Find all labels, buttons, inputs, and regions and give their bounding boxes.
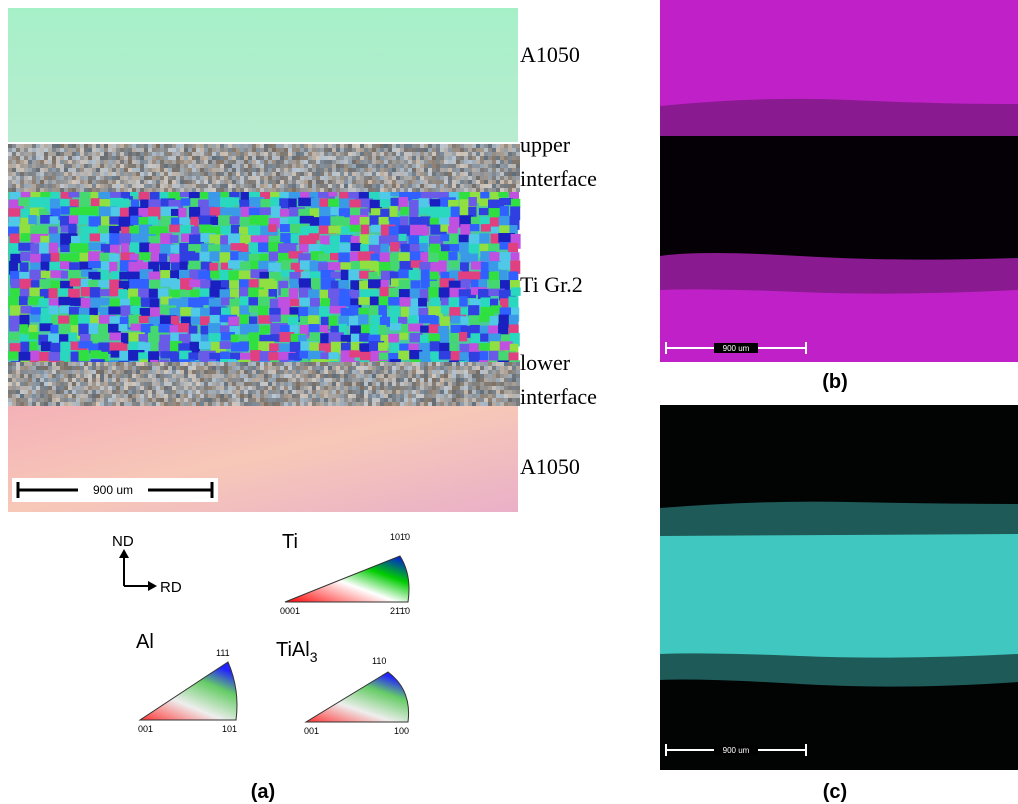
- layer-label: interface: [520, 166, 597, 191]
- scale-label: 900 um: [723, 344, 750, 353]
- phase-name: Ti: [282, 531, 298, 553]
- pole-label: 100: [394, 726, 409, 736]
- caption: (c): [823, 781, 847, 803]
- page: 900 um A1050 upper interface Ti Gr.2 low…: [0, 0, 1018, 804]
- ipf-triangle: [306, 672, 409, 722]
- pole-label: 101̄0: [390, 532, 410, 542]
- phase-name: TiAl3: [276, 639, 318, 665]
- pole-label: 110: [372, 656, 386, 666]
- axis-label: ND: [112, 533, 134, 550]
- axis-label: RD: [160, 579, 182, 596]
- ipf-triangle: [140, 662, 237, 720]
- layer-label: interface: [520, 384, 597, 409]
- pole-label: 001: [304, 726, 319, 736]
- figure: 900 um A1050 upper interface Ti Gr.2 low…: [0, 0, 1018, 804]
- layer-label: Ti Gr.2: [520, 272, 583, 297]
- phase-name: Al: [136, 631, 154, 653]
- layer-label: lower: [520, 350, 571, 375]
- eds-map-al: [660, 0, 1018, 362]
- ipf-triangle: [285, 556, 409, 602]
- eds-map-ti: [660, 405, 1018, 770]
- layer-label: A1050: [520, 42, 580, 67]
- pole-label: 001: [138, 724, 153, 734]
- pole-label: 21̄1̄0: [390, 606, 410, 616]
- layer-label: upper: [520, 132, 571, 157]
- pole-label: 101: [222, 724, 237, 734]
- ebsd-map: [8, 8, 521, 512]
- scale-label: 900 um: [93, 483, 133, 497]
- layer-label: A1050: [520, 454, 580, 479]
- caption: (b): [822, 371, 848, 393]
- pole-label: 0001: [280, 606, 300, 616]
- pole-label: 111: [216, 648, 230, 658]
- caption: (a): [251, 781, 275, 803]
- scale-label: 900 um: [723, 746, 750, 755]
